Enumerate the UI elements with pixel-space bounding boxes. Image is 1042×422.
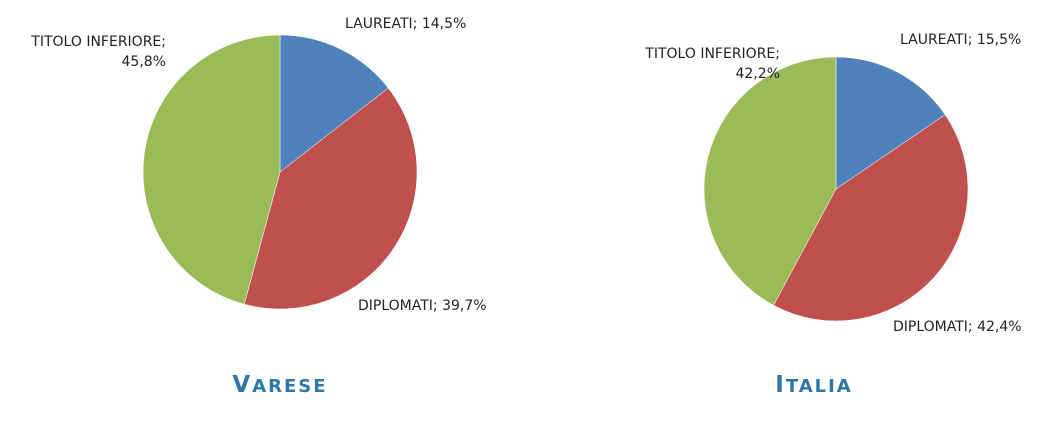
chart-title: ITALIA [775, 372, 853, 398]
pie-slice [243, 87, 418, 310]
slice-label: LAUREATI; 14,5% [345, 16, 467, 32]
pie-slice [835, 56, 946, 190]
slice-label: DIPLOMATI; 39,7% [358, 298, 487, 314]
pie-slice [142, 34, 281, 305]
slice-label: DIPLOMATI; 42,4% [893, 319, 1022, 335]
slice-label: LAUREATI; 15,5% [900, 32, 1022, 48]
pie-slice [703, 56, 837, 306]
slice-label: TITOLO INFERIORE; 42,2% [645, 46, 780, 82]
pie-slice [773, 114, 969, 322]
chart-title: VARESE [232, 372, 328, 398]
slice-label: TITOLO INFERIORE; 45,8% [31, 34, 166, 70]
pie-slice [279, 34, 389, 173]
